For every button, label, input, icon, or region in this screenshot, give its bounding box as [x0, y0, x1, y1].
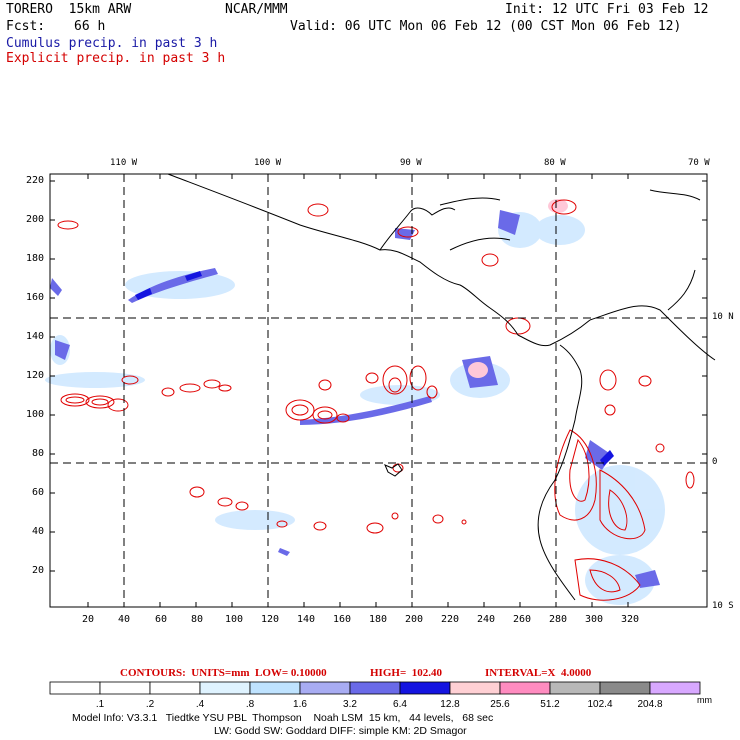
- colorbar-label: 6.4: [393, 699, 407, 710]
- valid-time: Valid: 06 UTC Mon 06 Feb 12 (00 CST Mon …: [290, 19, 682, 34]
- y-tick-label: 160: [26, 292, 45, 303]
- y-tick-label: 100: [26, 409, 45, 420]
- colorbar-swatch: [299, 681, 351, 695]
- colorbar-label: 51.2: [540, 699, 560, 710]
- colorbar-label: 3.2: [343, 699, 357, 710]
- colorbar-swatch: [199, 681, 251, 695]
- cumulus-legend: Cumulus precip. in past 3 h: [6, 36, 218, 51]
- y-tick-label: 80: [32, 448, 45, 459]
- coastlines: [167, 173, 716, 601]
- explicit-legend: Explicit precip. in past 3 h: [6, 51, 226, 66]
- lat-label-10s: 10 S: [712, 601, 734, 611]
- forecast-label: Fcst:: [6, 19, 46, 34]
- y-tick-label: 140: [26, 331, 45, 342]
- x-tick-label: 240: [477, 614, 496, 625]
- x-tick-marks: [87, 174, 629, 607]
- x-tick-label: 20: [82, 614, 95, 625]
- y-tick-label: 220: [26, 175, 45, 186]
- lat-label-0: 0: [712, 457, 718, 467]
- x-tick-label: 40: [118, 614, 131, 625]
- colorbar-swatch: [499, 681, 551, 695]
- colorbar-swatch: [549, 681, 601, 695]
- colorbar-label: .1: [96, 699, 105, 710]
- x-tick-label: 120: [261, 614, 280, 625]
- x-tick-label: 60: [155, 614, 168, 625]
- colorbar-label: 12.8: [440, 699, 460, 710]
- colorbar-swatch: [349, 681, 401, 695]
- colorbar-swatch: [399, 681, 451, 695]
- colorbar-swatch: [99, 681, 151, 695]
- x-tick-label: 100: [225, 614, 244, 625]
- y-tick-label: 40: [32, 526, 45, 537]
- y-tick-label: 60: [32, 487, 45, 498]
- precip-fields: [45, 199, 665, 605]
- model-info-line2: LW: Godd SW: Goddard DIFF: simple KM: 2D…: [214, 725, 467, 737]
- colorbar-label: .2: [146, 699, 155, 710]
- x-tick-label: 220: [441, 614, 460, 625]
- colorbar-label: 102.4: [587, 699, 612, 710]
- x-tick-label: 260: [513, 614, 532, 625]
- contour-high: HIGH= 102.40: [370, 667, 442, 679]
- colorbar-unit: mm: [697, 695, 712, 705]
- y-tick-marks: [50, 180, 707, 572]
- x-tick-label: 280: [549, 614, 568, 625]
- colorbar-swatch: [449, 681, 501, 695]
- model-name: TORERO 15km ARW: [6, 2, 132, 17]
- lat-label-10n: 10 N: [712, 312, 734, 322]
- lon-label-90w: 90 W: [400, 158, 422, 168]
- x-tick-label: 300: [585, 614, 604, 625]
- y-tick-label: 120: [26, 370, 45, 381]
- map-frame: [49, 173, 708, 608]
- grid-lines: [50, 174, 707, 607]
- center-name: NCAR/MMM: [225, 2, 288, 17]
- contour-interval: INTERVAL=X 4.0000: [485, 667, 592, 679]
- y-tick-label: 20: [32, 565, 45, 576]
- x-tick-label: 140: [297, 614, 316, 625]
- x-tick-label: 180: [369, 614, 388, 625]
- colorbar-label: 1.6: [293, 699, 307, 710]
- colorbar-swatch: [149, 681, 201, 695]
- x-tick-label: 320: [621, 614, 640, 625]
- forecast-hours: 66 h: [74, 19, 106, 34]
- init-time: Init: 12 UTC Fri 03 Feb 12: [505, 2, 709, 17]
- lon-label-80w: 80 W: [544, 158, 566, 168]
- lon-label-110w: 110 W: [110, 158, 138, 168]
- colorbar-swatch: [649, 681, 701, 695]
- colorbar-label: .4: [196, 699, 205, 710]
- x-tick-label: 160: [333, 614, 352, 625]
- x-tick-label: 80: [191, 614, 204, 625]
- colorbar-label: 204.8: [637, 699, 662, 710]
- lon-label-100w: 100 W: [254, 158, 282, 168]
- model-info-line1: Model Info: V3.3.1 Tiedtke YSU PBL Thomp…: [72, 712, 494, 724]
- colorbar-swatch: [599, 681, 651, 695]
- y-tick-label: 180: [26, 253, 45, 264]
- y-tick-label: 200: [26, 214, 45, 225]
- colorbar: .1 .2 .4 .8 1.6 3.2 6.4 12.8 25.6 51.2 102.4 204.8: [49, 681, 701, 710]
- x-tick-label: 200: [405, 614, 424, 625]
- colorbar-label: 25.6: [490, 699, 510, 710]
- lon-label-70w: 70 W: [688, 158, 710, 168]
- contour-info: CONTOURS: UNITS=mm LOW= 0.10000: [120, 667, 327, 679]
- colorbar-swatch: [49, 681, 101, 695]
- colorbar-label: .8: [246, 699, 255, 710]
- colorbar-swatch: [249, 681, 301, 695]
